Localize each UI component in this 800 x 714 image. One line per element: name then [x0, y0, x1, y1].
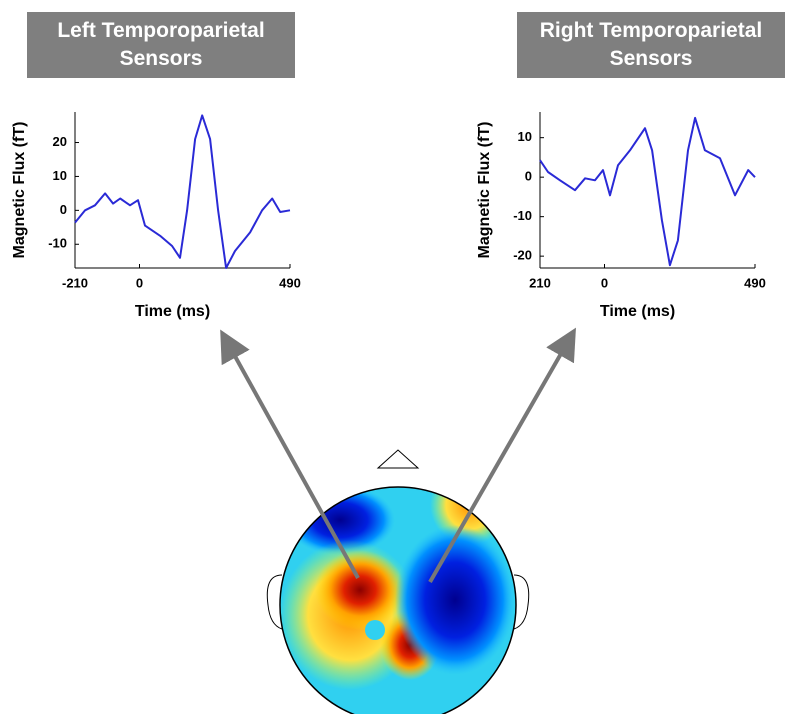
x-axis-label: Time (ms): [600, 303, 675, 320]
x-tick-label: 490: [279, 275, 301, 290]
y-tick-label: 10: [518, 129, 532, 144]
x-tick-label: 0: [601, 275, 608, 290]
x-tick-label: 210: [529, 275, 551, 290]
y-tick-label: -10: [48, 236, 67, 251]
y-axis-label: Magnetic Flux (fT): [476, 122, 493, 259]
y-tick-label: -10: [513, 208, 532, 223]
arrow: [428, 327, 576, 583]
y-tick-label: 0: [60, 202, 67, 217]
x-tick-label: -210: [62, 275, 88, 290]
y-tick-label: -20: [513, 248, 532, 263]
topographic-map: [266, 449, 530, 714]
line: [539, 116, 756, 267]
y-tick-label: 10: [53, 168, 67, 183]
line: [74, 114, 291, 269]
chart-title: Right Temporoparietal Sensors: [517, 12, 785, 78]
arrow: [220, 329, 360, 579]
x-tick-label: 0: [136, 275, 143, 290]
y-axis-label: Magnetic Flux (fT): [11, 122, 28, 259]
y-tick-label: 20: [53, 134, 67, 149]
x-tick-label: 490: [744, 275, 766, 290]
chart-title: Left Temporoparietal Sensors: [27, 12, 295, 78]
x-axis-label: Time (ms): [135, 303, 210, 320]
y-tick-label: 0: [525, 169, 532, 184]
